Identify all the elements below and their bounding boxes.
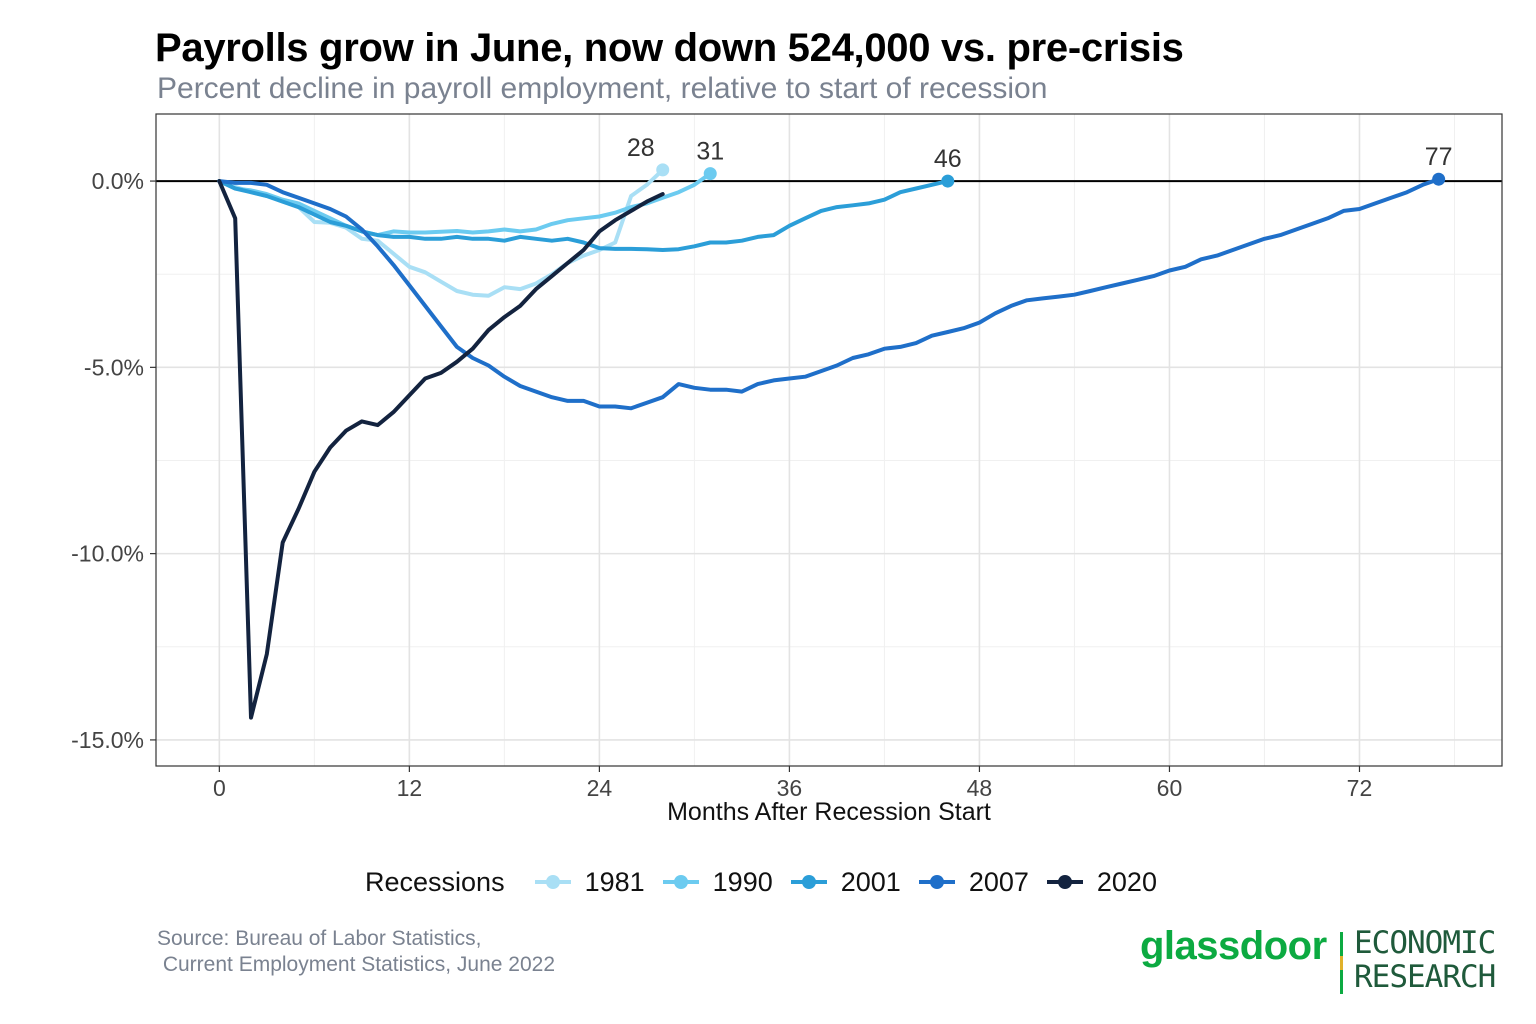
axis-ticks xyxy=(150,180,1361,772)
legend-label-1981: 1981 xyxy=(584,866,645,897)
source-note: Source: Bureau of Labor Statistics, Curr… xyxy=(157,926,555,978)
series-line-2007 xyxy=(217,177,1441,411)
economic-research-mark: ECONOMIC RESEARCH xyxy=(1354,925,1496,995)
endpoint-dot-1990 xyxy=(703,167,717,181)
endpoint-dots: 28 31 46 77 xyxy=(627,134,1453,188)
x-tick-label: 60 xyxy=(1157,775,1183,801)
plot-border xyxy=(155,113,1503,767)
legend-label-1990: 1990 xyxy=(712,866,773,897)
x-tick-label: 36 xyxy=(777,775,803,801)
brand-line-1: ECONOMIC xyxy=(1354,925,1496,961)
brand-line-2: RESEARCH xyxy=(1354,959,1496,995)
legend-key-1981 xyxy=(531,872,575,892)
series-line-2020 xyxy=(217,179,665,720)
source-line-2: Current Employment Statistics, June 2022 xyxy=(157,953,556,976)
y-tick-label: 0.0% xyxy=(92,168,144,194)
legend-item-2007: 2007 xyxy=(915,867,1029,898)
legend-label-2020: 2020 xyxy=(1096,866,1157,897)
y-tick-label: -15.0% xyxy=(71,727,144,753)
legend-label-2007: 2007 xyxy=(968,866,1029,897)
endpoint-label-1990: 31 xyxy=(696,138,724,166)
line-chart: 28 31 46 77 0 12 24 36 48 60 72 0.0% -5.0% -10.0% -15… xyxy=(71,113,1503,826)
axis-tick-labels: 0 12 24 36 48 60 72 0.0% -5.0% -10.0% -15.0% xyxy=(71,168,1372,801)
legend-item-2001: 2001 xyxy=(787,867,901,898)
y-tick-label: -5.0% xyxy=(84,354,144,380)
x-axis-label: Months After Recession Start xyxy=(667,798,991,826)
x-tick-label: 48 xyxy=(967,775,993,801)
major-gridlines xyxy=(156,114,1502,766)
x-tick-label: 0 xyxy=(213,775,226,801)
series-line-1990 xyxy=(217,171,713,238)
chart-title: Payrolls grow in June, now down 524,000 … xyxy=(155,26,1184,70)
chart-subtitle: Percent decline in payroll employment, r… xyxy=(157,72,1048,105)
x-tick-label: 24 xyxy=(587,775,613,801)
legend-item-2020: 2020 xyxy=(1043,867,1157,898)
series-line-2001 xyxy=(217,179,950,252)
endpoint-dot-2001 xyxy=(941,174,955,188)
legend-label-2001: 2001 xyxy=(840,866,901,897)
logo-divider xyxy=(1340,932,1343,994)
plot-border-group xyxy=(155,113,1503,767)
endpoint-label-2007: 77 xyxy=(1425,143,1453,171)
legend-key-2007 xyxy=(915,872,959,892)
source-line-1: Source: Bureau of Labor Statistics, xyxy=(157,927,482,950)
legend: Recessions 1981 1990 2001 2007 2020 xyxy=(0,862,1536,902)
endpoint-label-1981: 28 xyxy=(627,134,655,162)
x-tick-label: 12 xyxy=(397,775,423,801)
legend-item-1990: 1990 xyxy=(659,867,773,898)
series-lines xyxy=(217,167,1441,720)
legend-key-2001 xyxy=(787,872,831,892)
legend-key-1990 xyxy=(659,872,703,892)
endpoint-dot-1981 xyxy=(656,163,670,177)
legend-item-1981: 1981 xyxy=(531,867,645,898)
legend-key-2020 xyxy=(1043,872,1087,892)
endpoint-dot-2007 xyxy=(1432,172,1446,186)
legend-items: 1981 1990 2001 2007 2020 xyxy=(531,867,1171,898)
endpoint-label-2001: 46 xyxy=(934,145,962,173)
x-tick-label: 72 xyxy=(1347,775,1373,801)
minor-gridlines xyxy=(156,114,1502,766)
legend-title: Recessions xyxy=(365,866,505,897)
glassdoor-wordmark: glassdoor xyxy=(1140,924,1327,968)
y-tick-label: -10.0% xyxy=(71,541,144,567)
